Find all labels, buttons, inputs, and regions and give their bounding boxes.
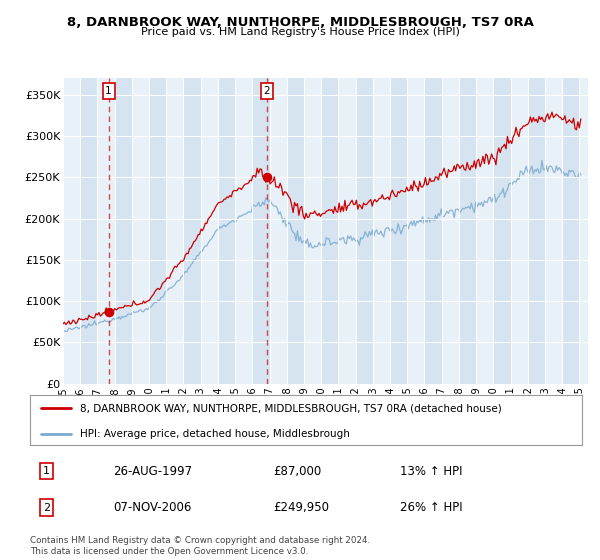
Bar xyxy=(80,78,97,384)
Text: 8, DARNBROOK WAY, NUNTHORPE, MIDDLESBROUGH, TS7 0RA (detached house): 8, DARNBROOK WAY, NUNTHORPE, MIDDLESBROU… xyxy=(80,403,502,413)
Text: Price paid vs. HM Land Registry's House Price Index (HPI): Price paid vs. HM Land Registry's House … xyxy=(140,27,460,37)
Text: 2: 2 xyxy=(263,86,270,96)
Bar xyxy=(356,78,373,384)
Bar xyxy=(580,78,596,384)
Text: 26% ↑ HPI: 26% ↑ HPI xyxy=(400,501,463,514)
Bar xyxy=(562,78,580,384)
Bar xyxy=(287,78,304,384)
Text: £87,000: £87,000 xyxy=(273,465,321,478)
Bar xyxy=(115,78,132,384)
Bar xyxy=(97,78,115,384)
Text: 13% ↑ HPI: 13% ↑ HPI xyxy=(400,465,463,478)
Bar xyxy=(459,78,476,384)
Bar xyxy=(511,78,528,384)
Bar xyxy=(545,78,562,384)
Point xyxy=(104,307,113,316)
Bar xyxy=(235,78,253,384)
Bar xyxy=(218,78,235,384)
Bar xyxy=(338,78,356,384)
Bar xyxy=(63,78,80,384)
Bar xyxy=(201,78,218,384)
Text: 07-NOV-2006: 07-NOV-2006 xyxy=(113,501,191,514)
Bar xyxy=(407,78,424,384)
Bar xyxy=(304,78,321,384)
Bar xyxy=(476,78,493,384)
Text: Contains HM Land Registry data © Crown copyright and database right 2024.
This d: Contains HM Land Registry data © Crown c… xyxy=(30,536,370,556)
Bar xyxy=(424,78,442,384)
Text: 8, DARNBROOK WAY, NUNTHORPE, MIDDLESBROUGH, TS7 0RA: 8, DARNBROOK WAY, NUNTHORPE, MIDDLESBROU… xyxy=(67,16,533,29)
Bar xyxy=(269,78,287,384)
Text: 1: 1 xyxy=(106,86,112,96)
Text: 2: 2 xyxy=(43,502,50,512)
Bar xyxy=(166,78,184,384)
Bar xyxy=(442,78,459,384)
Text: HPI: Average price, detached house, Middlesbrough: HPI: Average price, detached house, Midd… xyxy=(80,428,350,438)
Bar xyxy=(132,78,149,384)
Text: 26-AUG-1997: 26-AUG-1997 xyxy=(113,465,192,478)
Point xyxy=(262,173,272,182)
Text: £249,950: £249,950 xyxy=(273,501,329,514)
Bar xyxy=(528,78,545,384)
Bar xyxy=(493,78,511,384)
Bar xyxy=(149,78,166,384)
Bar xyxy=(253,78,269,384)
Bar xyxy=(184,78,201,384)
Bar xyxy=(390,78,407,384)
Text: 1: 1 xyxy=(43,466,50,476)
Bar xyxy=(373,78,390,384)
Bar xyxy=(321,78,338,384)
